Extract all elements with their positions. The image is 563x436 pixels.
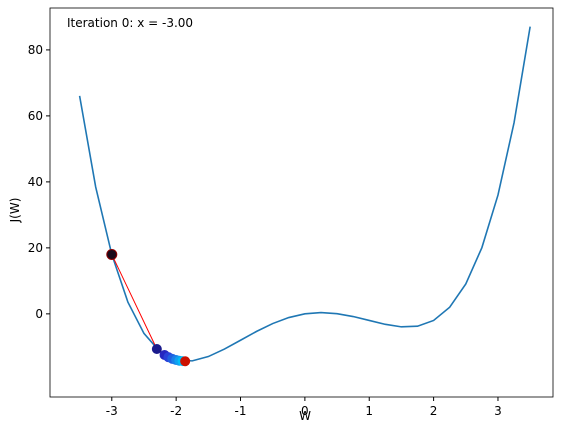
- x-tick-label: 2: [430, 404, 438, 418]
- iterate-point: [151, 344, 162, 355]
- x-tick-label: 3: [494, 404, 502, 418]
- annotation: Iteration 0: x = -3.00: [67, 16, 193, 30]
- curve: [78, 26, 531, 362]
- x-tick-label: -1: [235, 404, 247, 418]
- y-tick-label: 0: [35, 307, 43, 321]
- plot-frame: [49, 7, 554, 398]
- x-tick-label: -2: [170, 404, 182, 418]
- iterate-point: [106, 248, 118, 260]
- y-axis-label: J(W): [8, 198, 22, 224]
- iterate-point: [180, 356, 191, 367]
- x-tick-label: 1: [365, 404, 373, 418]
- y-tick-label: 20: [28, 241, 43, 255]
- y-tick-label: 80: [28, 43, 43, 57]
- x-tick-label: -3: [106, 404, 118, 418]
- y-tick-label: 40: [28, 175, 43, 189]
- x-axis-label: W: [299, 409, 311, 423]
- descent-path: [111, 254, 186, 362]
- y-tick-label: 60: [28, 109, 43, 123]
- x-tick-label: 0: [301, 404, 309, 418]
